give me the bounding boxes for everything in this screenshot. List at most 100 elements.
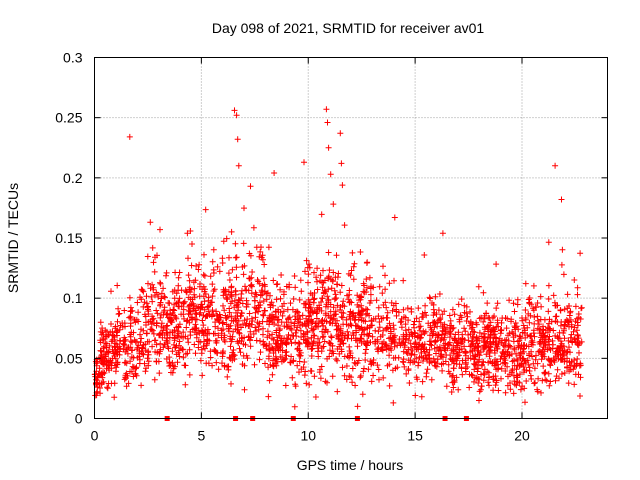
data-point	[530, 360, 537, 367]
data-point	[158, 295, 165, 302]
data-point	[547, 361, 553, 368]
data-point	[149, 281, 156, 288]
x-axis-label: GPS time / hours	[297, 457, 404, 473]
data-point	[304, 335, 311, 342]
data-point	[205, 308, 212, 315]
data-point	[463, 303, 470, 310]
data-point	[497, 356, 504, 363]
data-point	[350, 263, 357, 270]
data-point	[514, 338, 521, 345]
data-point	[380, 374, 387, 381]
data-point	[269, 311, 275, 318]
data-point	[182, 333, 189, 340]
data-point	[492, 362, 499, 369]
data-point	[346, 343, 353, 350]
data-point	[344, 328, 351, 335]
data-point	[260, 311, 266, 318]
data-point	[271, 321, 278, 327]
data-point	[331, 287, 338, 294]
data-point	[257, 292, 264, 299]
data-point	[257, 349, 264, 356]
y-tick-label: 0.25	[55, 110, 82, 126]
data-point	[509, 329, 516, 335]
data-point	[552, 162, 559, 169]
data-point	[341, 222, 348, 229]
data-point	[207, 348, 214, 355]
data-point	[98, 331, 105, 338]
data-point	[140, 327, 147, 334]
data-point	[409, 347, 416, 354]
data-point	[514, 378, 521, 385]
data-point	[198, 301, 205, 308]
data-point	[303, 323, 310, 330]
data-point	[339, 314, 346, 321]
data-point	[111, 344, 118, 351]
data-point	[408, 351, 415, 357]
data-point	[191, 285, 198, 292]
data-point	[291, 273, 298, 279]
data-point	[512, 332, 519, 339]
data-point	[439, 367, 446, 374]
data-point	[185, 255, 191, 262]
data-point	[527, 333, 534, 340]
data-point	[313, 274, 320, 281]
data-point	[299, 321, 306, 328]
data-point	[498, 353, 505, 359]
data-point	[355, 323, 361, 330]
data-point	[158, 290, 165, 297]
data-point	[272, 308, 279, 315]
data-point	[326, 353, 333, 360]
data-point	[402, 327, 409, 334]
data-point	[357, 335, 364, 342]
data-point	[235, 162, 242, 169]
data-point	[273, 343, 280, 350]
data-point	[400, 306, 407, 313]
data-point	[166, 363, 173, 369]
data-point	[320, 322, 326, 329]
data-point	[311, 373, 318, 380]
data-point	[422, 302, 429, 309]
data-point	[415, 305, 422, 312]
data-point	[515, 344, 522, 351]
data-point	[220, 326, 227, 333]
data-point	[195, 338, 202, 345]
data-point	[493, 261, 500, 268]
data-point	[128, 354, 135, 360]
data-point	[518, 360, 525, 367]
data-point	[145, 319, 152, 325]
data-point	[135, 309, 142, 316]
data-point	[180, 354, 187, 361]
data-point	[463, 349, 469, 356]
data-point	[520, 322, 527, 329]
data-point	[273, 296, 280, 303]
data-point	[511, 378, 518, 385]
data-point	[345, 296, 352, 303]
data-point	[133, 372, 140, 379]
data-point	[453, 361, 460, 367]
data-point	[148, 321, 155, 328]
data-point	[97, 328, 104, 335]
data-point	[127, 323, 134, 330]
data-point	[94, 388, 101, 395]
data-point	[261, 281, 268, 288]
data-point	[384, 362, 391, 369]
data-point	[197, 305, 204, 312]
data-point	[408, 329, 415, 336]
data-point	[417, 327, 423, 334]
data-point	[228, 283, 235, 290]
data-point	[449, 325, 456, 332]
data-point	[150, 259, 157, 266]
data-point	[501, 353, 508, 360]
data-point	[484, 323, 491, 330]
data-point	[405, 317, 412, 324]
x-tick-label: 20	[514, 428, 530, 444]
data-point	[246, 310, 253, 317]
data-point	[325, 274, 332, 281]
data-point	[561, 358, 568, 365]
data-point	[253, 328, 259, 334]
data-point	[422, 328, 429, 335]
data-point	[297, 327, 304, 334]
data-point	[564, 348, 571, 355]
data-point	[462, 348, 469, 355]
data-point	[314, 306, 321, 313]
